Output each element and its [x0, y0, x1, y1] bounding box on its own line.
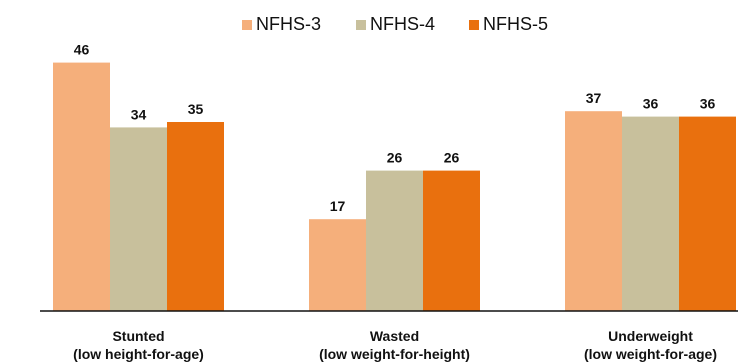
data-label: 36: [700, 96, 716, 112]
bar-nfhs-5-stunted: [167, 122, 224, 311]
bar-nfhs-4-stunted: [110, 127, 167, 312]
category-label: Stunted: [112, 328, 164, 344]
bar-nfhs-3-wasted: [309, 219, 366, 311]
legend-swatch-nfhs-5: [469, 20, 479, 30]
data-label: 17: [330, 198, 346, 214]
bar-nfhs-3-stunted: [53, 62, 110, 311]
data-label: 37: [586, 90, 602, 106]
data-labels-group: 46 17 37 34 26 36 35 26 36: [74, 42, 716, 215]
legend-swatch-nfhs-3: [242, 20, 252, 30]
data-label: 26: [444, 150, 460, 166]
category-sublabel: (low weight-for-age): [584, 346, 717, 362]
data-label: 36: [643, 96, 659, 112]
data-label: 35: [188, 101, 204, 117]
legend-label-nfhs-5: NFHS-5: [483, 14, 548, 34]
bar-nfhs-5-wasted: [423, 170, 480, 311]
legend-label-nfhs-3: NFHS-3: [256, 14, 321, 34]
bar-nfhs-4-wasted: [366, 170, 423, 311]
bar-nfhs-4-underweight: [622, 116, 679, 311]
data-label: 26: [387, 150, 403, 166]
category-sublabel: (low height-for-age): [73, 346, 204, 362]
bar-nfhs-5-underweight: [679, 116, 736, 311]
legend-swatch-nfhs-4: [356, 20, 366, 30]
bar-nfhs-3-underweight: [565, 111, 622, 311]
category-label: Wasted: [370, 328, 419, 344]
chart-legend: NFHS-3 NFHS-4 NFHS-5: [242, 14, 548, 34]
category-labels-group: Stunted (low height-for-age) Wasted (low we…: [73, 328, 717, 362]
category-sublabel: (low weight-for-height): [319, 346, 470, 362]
category-label: Underweight: [608, 328, 693, 344]
data-label: 46: [74, 42, 90, 58]
data-label: 34: [131, 106, 147, 122]
legend-label-nfhs-4: NFHS-4: [370, 14, 435, 34]
bars-group: [53, 62, 736, 312]
